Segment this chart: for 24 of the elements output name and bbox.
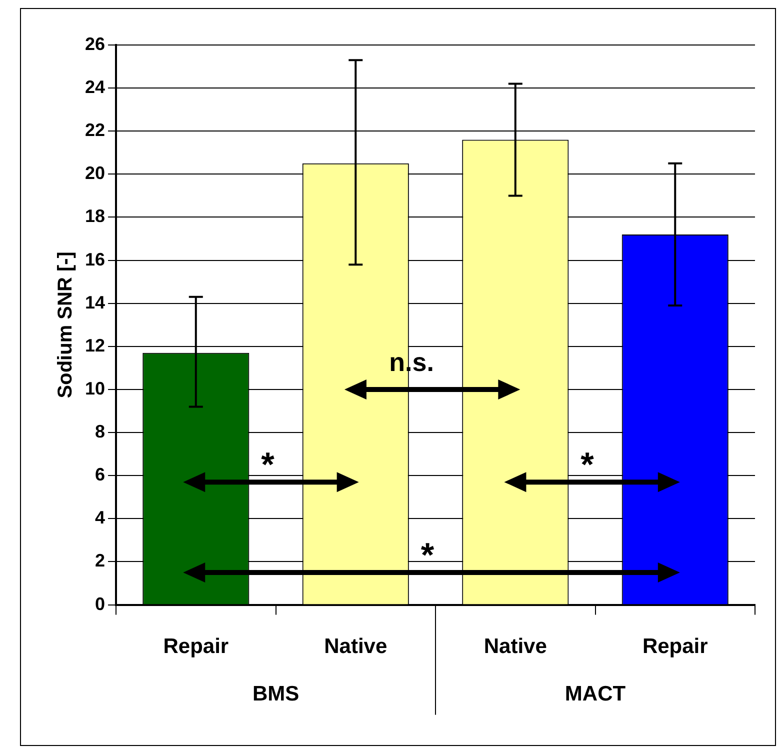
x-tick-label: Repair: [642, 635, 708, 658]
x-tick-label: Native: [484, 635, 547, 658]
y-tick-label: 12: [84, 335, 106, 356]
y-tick-label: 16: [84, 249, 106, 270]
text: BMS: [252, 682, 300, 706]
y-tick-label: 4: [95, 508, 106, 528]
y-tick-label: 26: [84, 34, 106, 54]
y-tick-label: 2: [95, 550, 106, 571]
y-tick-label: 10: [84, 378, 106, 398]
y-tick-label: 0: [95, 594, 106, 614]
y-tick-label: 20: [84, 163, 106, 184]
y-tick-label: 18: [84, 206, 106, 226]
y-tick-label: 22: [84, 120, 106, 140]
y-tick-label: 6: [95, 464, 106, 485]
text: MACT: [564, 682, 626, 706]
annotation: *: [580, 446, 595, 484]
annotation: *: [420, 536, 435, 574]
y-tick-label: 8: [95, 422, 106, 442]
y-tick-label: 24: [84, 77, 106, 98]
x-tick-label: Native: [324, 635, 388, 658]
y-axis-title: Sodium SNR [-]: [54, 252, 77, 398]
annotation: *: [261, 446, 276, 484]
x-tick-label: Repair: [163, 635, 229, 658]
y-tick-label: 14: [84, 292, 106, 312]
